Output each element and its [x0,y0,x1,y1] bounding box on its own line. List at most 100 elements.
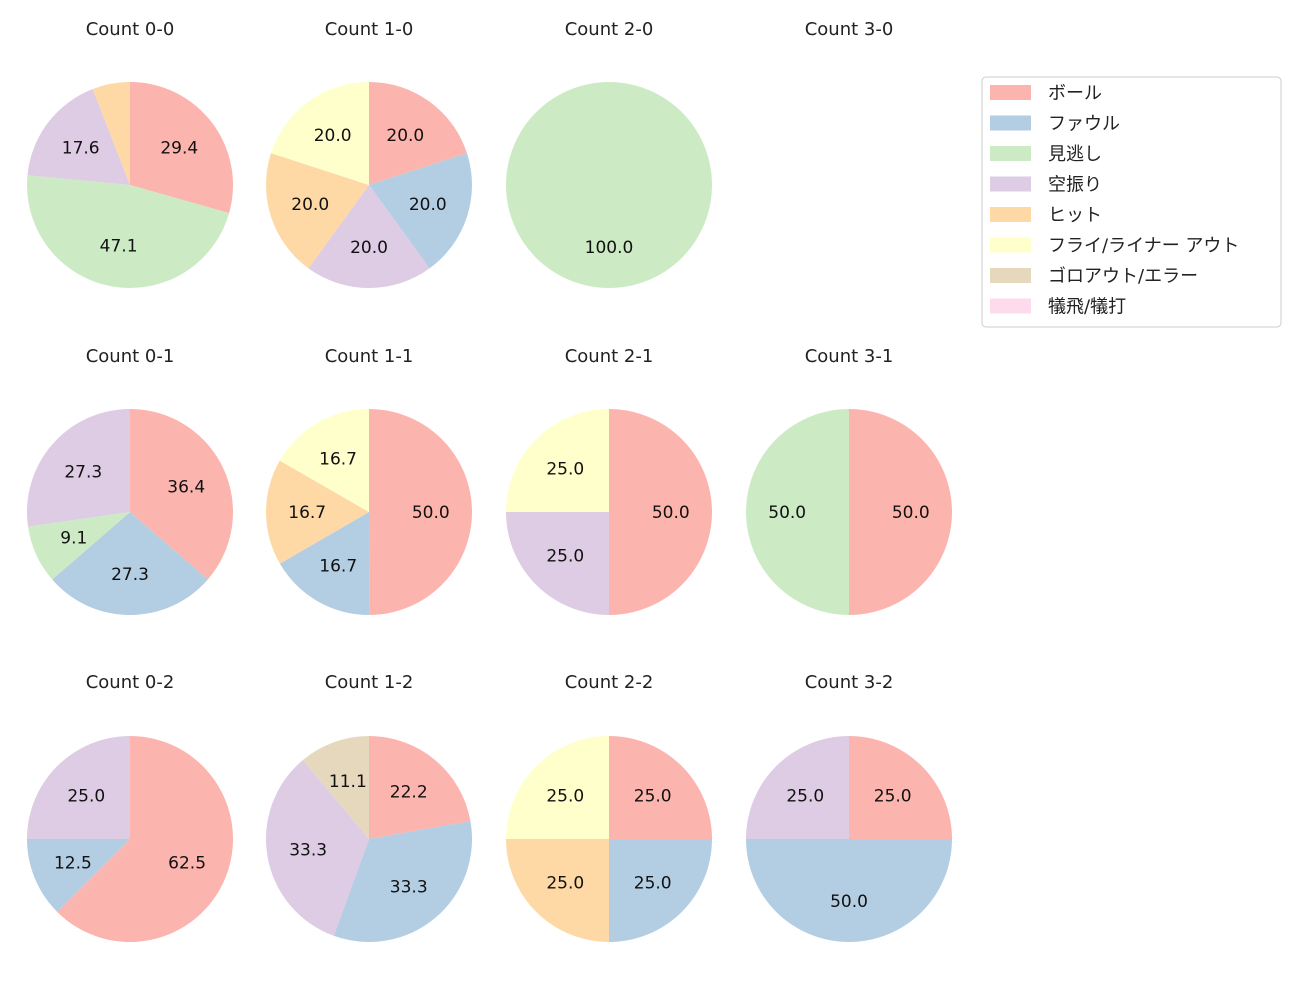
legend-swatch [990,207,1031,222]
pie-count-2-2: Count 2-2 25.0 25.0 25.0 25.0 [506,672,712,942]
legend-label: ファウル [1048,114,1120,135]
slice-label: 25.0 [546,874,584,894]
pie-slice [26,839,130,912]
slice-label: 25.0 [634,786,672,806]
pie-slice [849,736,952,839]
pie-slice [333,821,472,942]
legend-swatch [990,146,1031,161]
slice-label: 25.0 [546,547,584,567]
legend-swatch [990,298,1031,314]
slice-label: 20.0 [409,195,447,215]
pie-slice [26,175,230,288]
pie-title: Count 0-1 [86,346,175,367]
pie-title: Count 1-0 [325,19,414,40]
pie-title: Count 1-1 [325,346,414,367]
slice-label: 27.3 [64,463,102,483]
pie-title: Count 0-2 [86,672,175,693]
pie-slice [506,82,712,288]
pie-slice [279,512,370,616]
pie-slice [506,839,609,942]
pie-count-0-2: Count 0-2 62.5 12.5 25.0 [26,672,234,943]
pie-slice [130,409,234,580]
legend-swatch [990,115,1031,131]
slice-label: 36.4 [167,477,205,497]
pie-count-3-1: Count 3-1 50.0 50.0 [746,346,952,615]
pie-slice [27,88,131,185]
slice-label: 16.7 [288,503,326,523]
slice-label: 25.0 [67,786,105,806]
pie-slice [369,409,473,615]
slice-label: 33.3 [289,841,327,861]
slice-label: 50.0 [830,892,868,912]
slice-label: 27.3 [111,565,149,585]
slice-label: 20.0 [314,126,352,146]
pie-slice [506,512,609,615]
pie-title: Count 0-0 [86,19,175,40]
pie-slice [302,736,369,839]
slice-label: 62.5 [168,854,206,874]
pie-slice [506,736,609,839]
pie-title: Count 1-2 [325,672,414,693]
pie-slice [609,839,712,942]
legend-swatch [990,237,1031,253]
slice-label: 16.7 [319,449,357,469]
pie-count-0-1: Count 0-1 36.4 27.3 9.1 27.3 [26,346,234,615]
slice-label: 100.0 [585,238,634,258]
pie-slice [266,760,369,936]
pie-title: Count 3-0 [805,19,894,40]
pie-count-1-1: Count 1-1 50.0 16.7 16.7 16.7 [266,346,473,616]
pie-title: Count 2-0 [565,19,654,40]
legend-label: 空振り [1048,175,1102,196]
pie-slice [308,185,430,288]
slice-label: 25.0 [634,874,672,894]
legend-swatch [990,85,1031,100]
pie-slice [279,409,369,512]
pie-title: Count 3-1 [805,346,894,367]
pie-count-3-2: Count 3-2 25.0 50.0 25.0 [746,672,952,942]
pie-slice [369,736,471,839]
slice-label: 22.2 [390,783,428,803]
pie-slice [746,736,849,839]
slice-label: 50.0 [412,503,450,523]
legend-label: ボール [1048,83,1102,104]
legend-label: ゴロアウト/エラー [1048,266,1198,287]
pie-slice [746,409,849,615]
slice-label: 20.0 [291,195,329,215]
pie-slice [746,839,952,942]
slice-label: 12.5 [54,854,92,874]
pie-slice [369,153,472,269]
slice-label: 17.6 [62,139,100,159]
pie-slice [609,409,712,615]
legend-swatch [990,176,1031,192]
pie-count-2-1: Count 2-1 50.0 25.0 25.0 [506,346,712,615]
pie-slice [609,736,712,839]
pie-slice [271,82,369,185]
pie-slice [26,409,130,527]
slice-label: 25.0 [546,786,584,806]
slice-label: 50.0 [652,503,690,523]
slice-label: 50.0 [892,503,930,523]
pie-slice [28,512,130,580]
legend-label: 犠飛/犠打 [1048,297,1126,318]
slice-label: 50.0 [768,503,806,523]
pie-count-0-0: Count 0-0 29.4 47.1 17.6 [26,19,233,288]
legend-label: 見逃し [1048,144,1102,165]
legend-swatch [990,268,1031,283]
slice-label: 20.0 [386,126,424,146]
slice-label: 47.1 [100,237,138,257]
pie-slice [57,736,234,943]
pie-slice [506,409,609,512]
slice-label: 20.0 [350,238,388,258]
slice-label: 25.0 [874,786,912,806]
slice-label: 9.1 [60,529,87,549]
pie-title: Count 2-1 [565,346,654,367]
pie-count-1-0: Count 1-0 20.0 20.0 20.0 20.0 20.0 [266,19,472,288]
pie-title: Count 3-2 [805,672,894,693]
pie-slice [52,512,208,615]
slice-label: 25.0 [786,786,824,806]
slice-label: 25.0 [546,459,584,479]
slice-label: 16.7 [319,557,357,577]
pie-slice [369,82,467,185]
